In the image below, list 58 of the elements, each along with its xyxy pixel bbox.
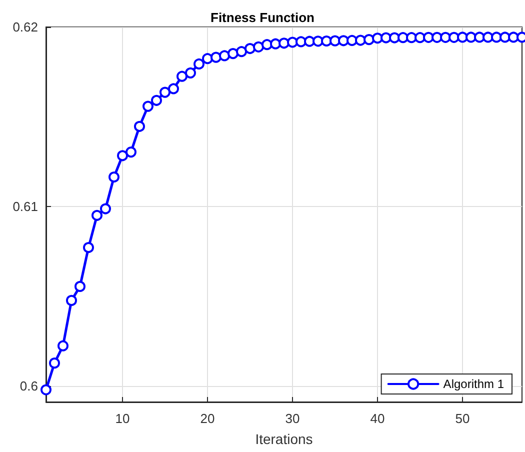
point xyxy=(92,210,102,221)
point xyxy=(219,50,230,62)
point xyxy=(278,38,290,49)
x-tick-label: 40 xyxy=(370,411,385,426)
point xyxy=(49,358,60,369)
point xyxy=(151,94,162,106)
point xyxy=(160,86,170,98)
point xyxy=(253,41,264,52)
point xyxy=(448,32,460,43)
point xyxy=(185,67,196,78)
point xyxy=(108,172,120,182)
point xyxy=(126,146,136,158)
y-tick-label: 0.62 xyxy=(12,20,38,34)
point xyxy=(304,36,315,47)
point xyxy=(414,32,426,44)
point xyxy=(398,32,408,44)
point xyxy=(228,48,238,60)
point xyxy=(346,34,358,46)
point xyxy=(287,36,298,48)
point xyxy=(380,32,392,44)
point xyxy=(364,34,374,46)
point xyxy=(270,38,281,50)
y-tick-label: 0.6 xyxy=(20,378,38,394)
point xyxy=(58,340,68,352)
y-tick-label: 0.61 xyxy=(12,198,38,214)
point xyxy=(389,32,400,44)
point xyxy=(432,32,442,43)
point xyxy=(312,36,324,47)
point xyxy=(117,150,128,162)
legend-label: Algorithm 1 xyxy=(443,377,504,391)
x-axis-title: Iterations xyxy=(255,431,313,447)
point xyxy=(406,32,417,44)
point xyxy=(194,58,204,70)
point xyxy=(372,32,383,44)
point xyxy=(202,53,213,64)
x-tick-label: 20 xyxy=(200,411,215,426)
point xyxy=(40,384,52,396)
x-tick-label: 10 xyxy=(115,411,130,426)
x-tick-label: 50 xyxy=(455,411,470,426)
point xyxy=(83,242,94,254)
point xyxy=(423,32,434,43)
point xyxy=(176,70,188,82)
point xyxy=(236,46,247,58)
point xyxy=(440,32,451,43)
point xyxy=(244,43,256,54)
point xyxy=(321,35,332,46)
point xyxy=(338,35,349,46)
point xyxy=(134,120,145,132)
point xyxy=(330,35,340,46)
point xyxy=(210,52,222,63)
point xyxy=(74,280,86,292)
chart-title: Fitness Function xyxy=(210,10,315,25)
x-tick-label: 30 xyxy=(285,411,300,426)
point xyxy=(100,203,111,214)
point xyxy=(66,294,77,306)
point xyxy=(142,100,154,112)
point xyxy=(262,39,272,50)
point xyxy=(168,83,179,94)
